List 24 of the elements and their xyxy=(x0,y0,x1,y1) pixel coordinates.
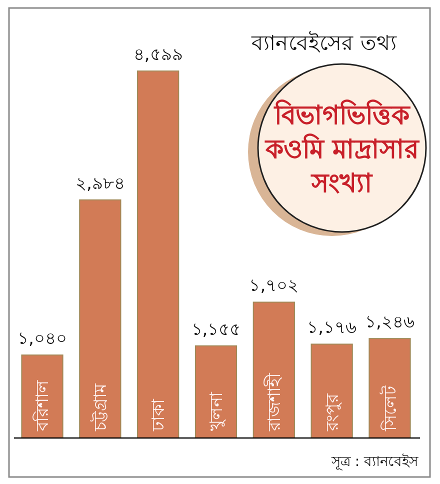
bar xyxy=(21,354,64,438)
text: বিভাগভিত্তিক কওমি মাদ্রাসার সংখ্যা xyxy=(264,99,421,199)
data-label: ১,০৪০ xyxy=(18,329,67,350)
bar xyxy=(252,302,295,438)
bar xyxy=(137,70,180,438)
bar xyxy=(368,338,411,438)
x-tick-label: সিলেট xyxy=(380,385,401,432)
x-tick-label: খুলনা xyxy=(207,391,227,431)
chart-subtitle: ব্যানবেইসের তথ্য xyxy=(250,31,398,55)
bar xyxy=(194,345,238,438)
x-tick-label: রাজশাহী xyxy=(264,372,285,432)
x-tick-label: রংপুর xyxy=(322,393,343,432)
bar xyxy=(310,344,353,438)
data-label: ১,২৪৬ xyxy=(365,312,414,333)
x-tick-label: চট্টগ্রাম xyxy=(90,383,112,432)
x-tick-label: ঢাকা xyxy=(149,398,170,432)
x-tick-label: বরিশাল xyxy=(32,380,54,432)
text: সূত্র : ব্যানবেইস xyxy=(330,453,419,470)
bar xyxy=(79,199,122,438)
data-label: ১,১৫৫ xyxy=(191,320,241,340)
data-label: ৪,৫৯৯ xyxy=(133,45,183,65)
data-label: ১,৭০২ xyxy=(249,276,299,296)
data-label: ১,১৭৬ xyxy=(307,318,357,338)
data-label: ২,৯৮৪ xyxy=(75,174,125,194)
